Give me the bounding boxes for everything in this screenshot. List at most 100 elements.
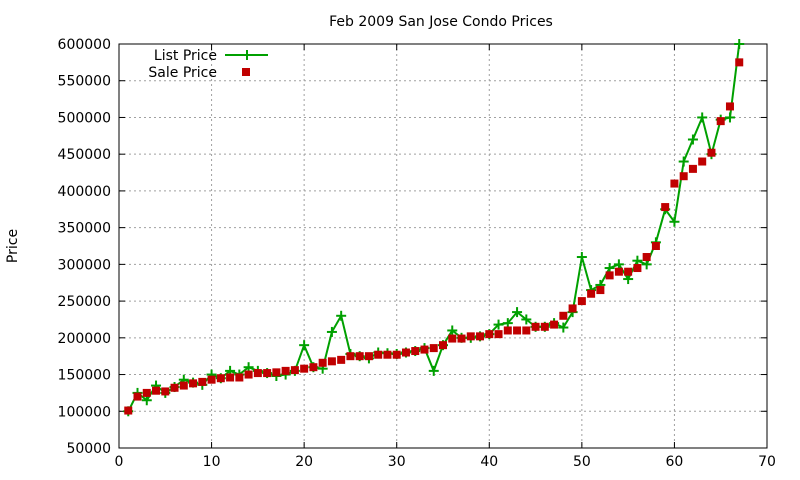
x-tick-label: 20 [295, 454, 313, 470]
y-tick-label: 500000 [58, 110, 111, 126]
list-price-point [512, 307, 523, 318]
legend: List Price Sale Price [148, 48, 268, 81]
sale-price-point [439, 341, 447, 350]
sale-price-point [688, 164, 697, 173]
y-tick-label: 600000 [58, 37, 111, 53]
x-tick-label: 60 [666, 454, 684, 470]
legend-marker-list-price [242, 50, 252, 60]
sale-price-point [318, 358, 327, 367]
sale-price-point [679, 172, 688, 181]
sale-price-point [152, 386, 161, 395]
sale-price-point [179, 381, 188, 390]
sale-price-point [485, 330, 494, 339]
legend-label-sale-price: Sale Price [148, 65, 217, 81]
sale-price-point [337, 355, 346, 364]
y-tick-label: 100000 [58, 404, 111, 420]
sale-price-point [216, 374, 225, 383]
x-tick-label: 0 [115, 454, 124, 470]
sale-price-point [272, 368, 281, 377]
grid [119, 44, 767, 448]
sale-price-point [550, 320, 559, 329]
list-price-point [697, 112, 708, 123]
sale-price-point [531, 322, 540, 331]
sale-price-point [383, 350, 392, 359]
axis-ticks: 0 10 20 30 40 50 60 70 50000 100000 150000 200000 25… [58, 37, 776, 470]
y-tick-label: 250000 [58, 294, 111, 310]
sale-price-point [411, 347, 420, 356]
sale-price-point [124, 406, 133, 415]
y-tick-label: 400000 [58, 184, 111, 200]
list-price-point [734, 39, 745, 49]
sale-price-point [198, 377, 207, 386]
list-price-point [613, 259, 624, 270]
y-tick-label: 550000 [58, 74, 111, 90]
list-price-point [521, 314, 532, 325]
sale-price-point [522, 326, 531, 335]
sale-price-point [596, 286, 605, 295]
sale-price-point [226, 373, 235, 382]
sale-price-point [503, 326, 512, 335]
list-price-point [447, 325, 458, 336]
sale-price-point [476, 332, 485, 341]
sale-price-point [494, 330, 503, 339]
sale-price-point [170, 383, 179, 392]
sale-price-point [707, 148, 716, 157]
y-tick-label: 350000 [58, 221, 111, 237]
sale-price-point [457, 334, 466, 343]
sale-price-point [614, 267, 623, 276]
list-price-point [623, 274, 634, 285]
sale-price-point [577, 297, 586, 306]
sale-price-point [605, 271, 614, 280]
sale-price-point [698, 157, 707, 166]
legend-marker-sale-price [242, 68, 250, 76]
y-tick-label: 450000 [58, 147, 111, 163]
plot-frame [118, 43, 768, 449]
sale-price-point [448, 334, 457, 343]
sale-price-point [670, 179, 679, 188]
list-price-point [687, 134, 698, 145]
sale-price-point [401, 348, 410, 357]
sale-price-point [420, 345, 429, 354]
sale-price-point [735, 58, 744, 67]
sale-price-point [559, 311, 568, 320]
sale-price-point [309, 363, 318, 372]
sale-price-point [540, 322, 549, 331]
sale-price-point [281, 366, 290, 375]
sale-price-point [624, 267, 633, 276]
y-tick-label: 150000 [58, 368, 111, 384]
list-price-point [326, 326, 337, 337]
list-price-point [669, 216, 680, 227]
list-price-point [576, 252, 587, 263]
list-price-point [641, 259, 652, 270]
list-price-point [502, 318, 513, 329]
list-price-point [558, 322, 569, 333]
sale-price-point [133, 392, 142, 401]
x-tick-label: 50 [573, 454, 591, 470]
x-tick-label: 30 [388, 454, 406, 470]
sale-price-point [466, 332, 475, 341]
sale-price-point [364, 352, 373, 361]
x-tick-label: 40 [480, 454, 498, 470]
list-price-point [428, 365, 439, 376]
list-price-point [604, 263, 615, 274]
list-price-point [141, 395, 152, 406]
sale-price-point [429, 344, 438, 353]
y-tick-label: 200000 [58, 331, 111, 347]
sale-price-point [253, 369, 262, 378]
sale-price-point [244, 370, 253, 379]
series-layer [123, 39, 745, 417]
sale-price-point [651, 242, 660, 250]
sale-price-point [355, 352, 364, 361]
chart-title: Feb 2009 San Jose Condo Prices [329, 14, 553, 30]
list-price-point [243, 362, 254, 373]
sale-price-point [513, 326, 522, 335]
list-price-point [678, 156, 689, 167]
sale-price-point [633, 264, 642, 273]
list-price-point [299, 340, 310, 351]
x-tick-label: 70 [758, 454, 776, 470]
sale-price-point [725, 102, 734, 111]
y-tick-label: 300000 [58, 257, 111, 273]
list-price-point [336, 310, 347, 321]
sale-price-point [327, 357, 336, 366]
